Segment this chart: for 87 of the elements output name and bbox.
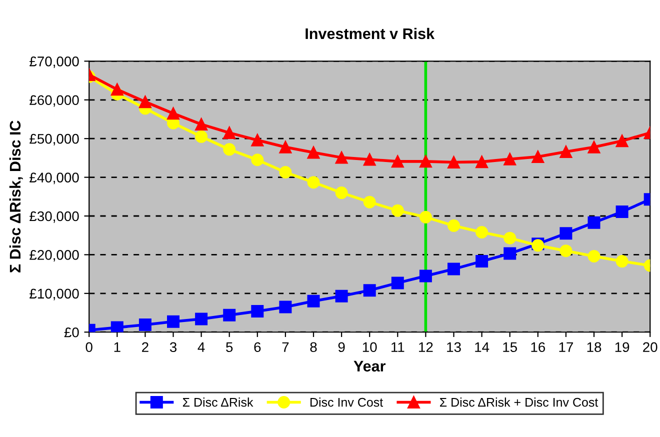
point bbox=[560, 227, 572, 240]
point bbox=[279, 300, 292, 314]
x-tick-label: 15 bbox=[503, 342, 517, 352]
point bbox=[616, 205, 628, 218]
point bbox=[476, 226, 488, 239]
point bbox=[588, 250, 600, 263]
point bbox=[588, 216, 600, 229]
point bbox=[223, 308, 236, 322]
y-tick-label: £50,000 bbox=[30, 134, 79, 146]
point bbox=[391, 276, 404, 290]
point bbox=[335, 290, 348, 302]
point bbox=[138, 96, 152, 108]
x-tick-label: 12 bbox=[419, 342, 433, 352]
point bbox=[138, 318, 152, 332]
y-tick-label: £40,000 bbox=[30, 172, 79, 184]
x-tick-label: 2 bbox=[142, 342, 148, 352]
x-tick-label: 18 bbox=[587, 342, 602, 352]
point bbox=[363, 284, 376, 297]
y-tick-label: £70,000 bbox=[30, 56, 79, 68]
y-tick-label: £30,000 bbox=[30, 211, 79, 223]
point bbox=[588, 140, 600, 154]
point bbox=[307, 294, 320, 308]
x-tick-label: 4 bbox=[198, 342, 205, 352]
x-tick-label: 19 bbox=[615, 342, 630, 352]
chart-title: Investment v Risk bbox=[306, 28, 435, 40]
point bbox=[167, 107, 180, 120]
point bbox=[476, 156, 488, 168]
point bbox=[532, 150, 544, 164]
point bbox=[616, 134, 628, 148]
point bbox=[419, 210, 432, 224]
legend-label: Σ Disc ΔRisk + Disc Inv Cost bbox=[440, 398, 598, 407]
point bbox=[448, 156, 460, 168]
point bbox=[335, 151, 348, 164]
x-tick-label: 11 bbox=[392, 342, 404, 352]
x-tick-label: 10 bbox=[362, 342, 377, 352]
x-tick-label: 3 bbox=[170, 342, 176, 352]
x-tick-label: 14 bbox=[475, 342, 490, 352]
x-tick-label: 5 bbox=[226, 342, 233, 352]
point bbox=[110, 321, 124, 332]
x-tick-label: 20 bbox=[643, 342, 658, 352]
point bbox=[560, 244, 572, 258]
point bbox=[223, 143, 236, 156]
y-tick-label: £0 bbox=[64, 327, 79, 338]
point bbox=[363, 153, 376, 166]
point bbox=[167, 315, 180, 328]
point bbox=[195, 118, 208, 131]
point bbox=[307, 146, 320, 159]
point bbox=[504, 247, 516, 260]
y-tick-label: £10,000 bbox=[30, 288, 79, 300]
point bbox=[195, 312, 208, 326]
point bbox=[391, 204, 404, 217]
x-tick-label: 9 bbox=[338, 342, 345, 352]
x-tick-label: 13 bbox=[447, 342, 461, 352]
x-tick-label: 1 bbox=[114, 342, 120, 352]
point bbox=[560, 146, 572, 158]
point bbox=[279, 140, 292, 154]
point bbox=[616, 255, 628, 268]
point bbox=[195, 130, 208, 143]
point bbox=[251, 154, 264, 166]
y-tick-label: £60,000 bbox=[30, 95, 79, 107]
point bbox=[504, 152, 516, 166]
point bbox=[251, 304, 264, 318]
x-axis-title: Year bbox=[354, 360, 386, 372]
point bbox=[504, 232, 516, 244]
legend-label: Σ Disc ΔRisk bbox=[182, 398, 254, 407]
x-tick-label: 6 bbox=[254, 342, 261, 352]
point bbox=[307, 176, 320, 189]
point bbox=[110, 83, 124, 96]
point bbox=[419, 155, 432, 168]
point bbox=[419, 270, 432, 282]
x-tick-label: 17 bbox=[559, 342, 573, 352]
y-tick-label: £20,000 bbox=[30, 250, 79, 262]
x-tick-label: 0 bbox=[86, 342, 92, 352]
y-axis-title: Σ Disc ΔRisk, Disc IC bbox=[9, 120, 23, 272]
point bbox=[335, 186, 348, 200]
point bbox=[448, 262, 460, 276]
point bbox=[279, 166, 292, 179]
x-tick-label: 7 bbox=[282, 342, 289, 352]
x-tick-label: 8 bbox=[310, 342, 317, 352]
point bbox=[391, 155, 404, 168]
point bbox=[448, 219, 460, 232]
x-tick-label: 16 bbox=[531, 342, 546, 352]
point bbox=[223, 126, 236, 140]
point bbox=[251, 134, 264, 146]
point bbox=[476, 255, 488, 268]
point bbox=[363, 196, 376, 208]
legend-label: Disc Inv Cost bbox=[310, 398, 384, 407]
